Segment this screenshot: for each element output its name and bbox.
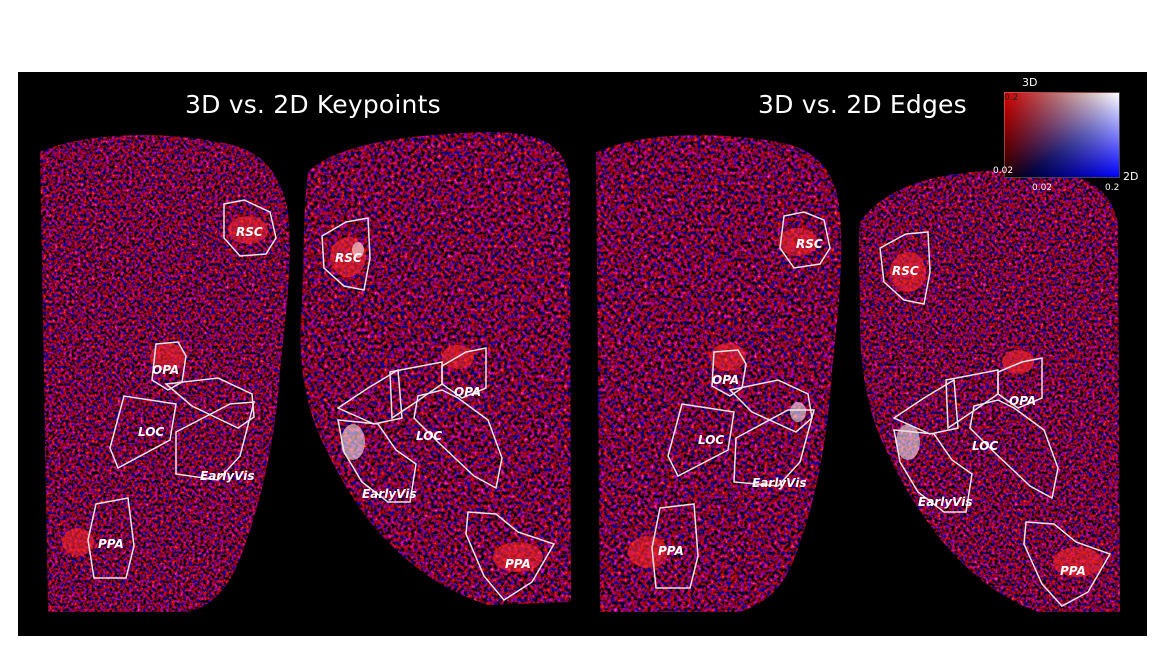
roi-label-loc-left-edges: LOC — [698, 433, 724, 447]
overlap-hotspots — [341, 242, 920, 460]
legend-x-min: 0.02 — [1032, 183, 1053, 193]
roi-label-loc-left-kp: LOC — [138, 425, 164, 439]
figure-canvas: RSC RSC OPA OPA LOC LOC EarlyVis EarlyVi… — [18, 72, 1147, 636]
legend-x-axis-label: 2D — [1123, 170, 1139, 183]
legend-x-max: 0.2 — [1105, 183, 1120, 193]
roi-label-ppa-left-edges: PPA — [658, 544, 684, 558]
roi-label-ppa-right-kp: PPA — [505, 557, 531, 571]
legend-color-square — [1004, 92, 1120, 178]
roi-label-rsc-left-kp: RSC — [236, 225, 263, 239]
roi-label-opa-left-edges: OPA — [712, 373, 739, 387]
legend-y-axis-label: 3D — [1022, 76, 1038, 89]
roi-label-rsc-right-kp: RSC — [335, 251, 362, 265]
roi-label-rsc-right-edges: RSC — [892, 264, 919, 278]
roi-outlines-keypoints — [87, 199, 556, 601]
roi-label-loc-right-kp: LOC — [416, 429, 442, 443]
panel-title-keypoints: 3D vs. 2D Keypoints — [185, 90, 441, 119]
roi-outlines-edges — [651, 211, 1112, 607]
color-legend: 3D 2D 0.2 0.02 0.02 0.2 — [993, 76, 1144, 196]
roi-label-loc-right-edges: LOC — [972, 439, 998, 453]
roi-label-opa-right-kp: OPA — [454, 385, 481, 399]
roi-label-opa-left-kp: OPA — [152, 363, 179, 377]
roi-label-earlyvis-left-kp: EarlyVis — [200, 469, 254, 483]
left-hemisphere-edges — [596, 135, 842, 613]
roi-label-earlyvis-left-edges: EarlyVis — [752, 476, 806, 490]
roi-label-earlyvis-right-kp: EarlyVis — [362, 487, 416, 501]
roi-label-rsc-left-edges: RSC — [796, 237, 823, 251]
roi-label-earlyvis-right-edges: EarlyVis — [918, 495, 972, 509]
legend-y-min: 0.02 — [993, 166, 1014, 176]
roi-label-opa-right-edges: OPA — [1009, 394, 1036, 408]
flatmap-panels: RSC RSC OPA OPA LOC LOC EarlyVis EarlyVi… — [40, 132, 1120, 613]
panel-title-edges: 3D vs. 2D Edges — [758, 90, 967, 119]
roi-label-ppa-right-edges: PPA — [1060, 564, 1086, 578]
legend-y-max: 0.2 — [1004, 93, 1019, 103]
roi-label-ppa-left-kp: PPA — [98, 537, 124, 551]
